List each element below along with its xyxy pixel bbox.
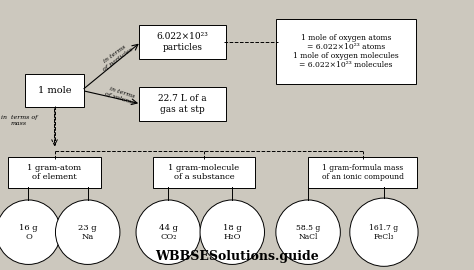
Text: 18 g
H₂O: 18 g H₂O xyxy=(223,224,242,241)
Text: in  terms of
mass: in terms of mass xyxy=(0,115,37,126)
Text: in terms
of particles: in terms of particles xyxy=(99,42,134,72)
Text: WBBSESolutions.guide: WBBSESolutions.guide xyxy=(155,250,319,263)
FancyBboxPatch shape xyxy=(276,19,416,84)
Text: 1 gram-formula mass
of an ionic compound: 1 gram-formula mass of an ionic compound xyxy=(322,164,403,181)
FancyBboxPatch shape xyxy=(153,157,255,188)
Text: 23 g
Na: 23 g Na xyxy=(78,224,97,241)
Ellipse shape xyxy=(200,200,264,264)
Text: 44 g
CO₂: 44 g CO₂ xyxy=(159,224,178,241)
Text: 1 gram-atom
of element: 1 gram-atom of element xyxy=(27,164,82,181)
Text: 1 mole of oxygen atoms
= 6.022×10²³ atoms
1 mole of oxygen molecules
= 6.022×10²: 1 mole of oxygen atoms = 6.022×10²³ atom… xyxy=(293,33,399,69)
FancyBboxPatch shape xyxy=(308,157,417,188)
FancyBboxPatch shape xyxy=(25,73,84,107)
Text: 6.022×10²³
particles: 6.022×10²³ particles xyxy=(156,32,209,52)
Text: 1 mole: 1 mole xyxy=(38,86,71,95)
Ellipse shape xyxy=(276,200,340,264)
Text: 58.5 g
NaCl: 58.5 g NaCl xyxy=(296,224,320,241)
Ellipse shape xyxy=(350,198,418,266)
FancyBboxPatch shape xyxy=(138,25,226,59)
Ellipse shape xyxy=(0,200,61,264)
FancyBboxPatch shape xyxy=(9,157,100,188)
Ellipse shape xyxy=(55,200,120,264)
Ellipse shape xyxy=(136,200,201,264)
Text: in terms
of volume: in terms of volume xyxy=(104,86,137,106)
FancyBboxPatch shape xyxy=(138,87,226,121)
Text: 16 g
O: 16 g O xyxy=(19,224,38,241)
Text: 22.7 L of a
gas at stp: 22.7 L of a gas at stp xyxy=(158,94,207,114)
Text: 161.7 g
FeCl₃: 161.7 g FeCl₃ xyxy=(369,224,399,241)
Text: 1 gram-molecule
of a substance: 1 gram-molecule of a substance xyxy=(168,164,239,181)
